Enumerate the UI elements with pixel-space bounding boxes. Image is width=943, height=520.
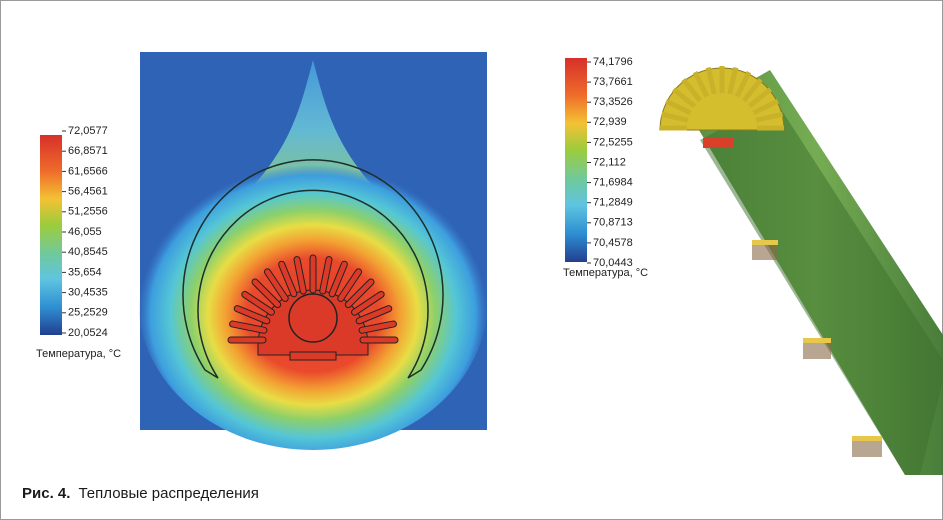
colorbar-tick-label: 70,8713 (593, 217, 633, 229)
led-pad (852, 441, 882, 457)
caption-label: Рис. 4. (22, 485, 70, 502)
colorbar-tick-label: 71,2849 (593, 197, 633, 209)
heatsink-foot (290, 352, 336, 360)
colorbar-tick-label: 73,7661 (593, 76, 633, 88)
colorbar-tick-label: 61,6566 (68, 165, 108, 177)
colorbar-tick-label: 66,8571 (68, 145, 108, 157)
led-strip-model (660, 66, 943, 475)
colorbar-left (40, 135, 62, 335)
colorbar-tick-label: 72,112 (593, 156, 626, 168)
led-pad (803, 343, 831, 359)
colorbar-tick-label: 25,2529 (68, 307, 108, 319)
colorbar-tick-label: 74,1796 (593, 56, 633, 68)
caption: Рис. 4. Тепловые распределения (22, 485, 259, 502)
colorbar-tick-label: 40,8545 (68, 246, 108, 258)
colorbar-tick-label: 51,2556 (68, 206, 108, 218)
colorbar-tick-label: 35,654 (68, 266, 102, 278)
colorbar-tick-label: 20,0524 (68, 327, 108, 339)
colorbar-right (565, 58, 587, 262)
led (803, 338, 831, 343)
led-pad (752, 245, 778, 260)
figure: Температура, °C Температура, °C Рис. 4. … (0, 0, 943, 520)
colorbar-tick-label: 30,4535 (68, 287, 108, 299)
caption-text: Тепловые распределения (78, 485, 258, 502)
led (752, 240, 778, 245)
colorbar-tick-label: 72,5255 (593, 136, 633, 148)
colorbar-tick-label: 70,0443 (593, 257, 633, 269)
colorbar-tick-label: 72,0577 (68, 125, 108, 137)
colorbar-tick-label: 70,4578 (593, 237, 633, 249)
colorbar-left-unit: Температура, °C (36, 348, 121, 360)
led (852, 436, 882, 441)
thermal-map-section (138, 52, 488, 450)
colorbar-tick-label: 72,939 (593, 116, 627, 128)
colorbar-tick-label: 56,4561 (68, 186, 108, 198)
colorbar-tick-label: 71,6984 (593, 177, 633, 189)
colorbar-tick-label: 46,055 (68, 226, 102, 238)
led-hot (703, 138, 733, 148)
colorbar-tick-label: 73,3526 (593, 96, 633, 108)
